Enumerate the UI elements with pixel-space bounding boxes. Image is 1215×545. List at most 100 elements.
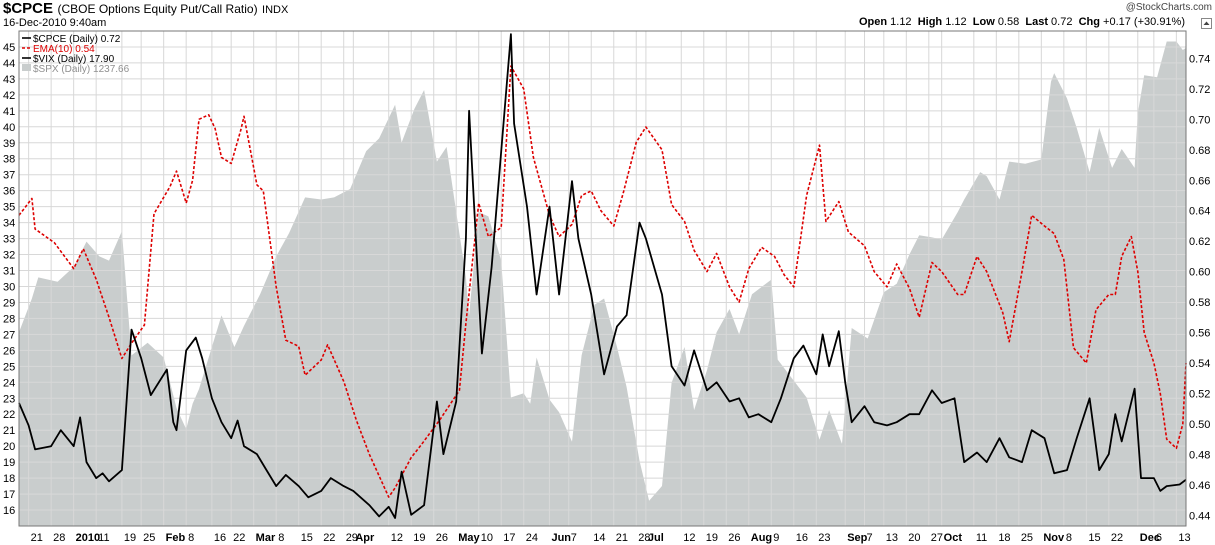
left-axis-tick-label: 29	[3, 297, 15, 309]
x-axis-tick-label: Jul	[648, 532, 664, 544]
left-axis-tick-label: 45	[3, 42, 15, 54]
left-axis-tick-label: 40	[3, 122, 15, 134]
x-axis-tick-label: Mar	[256, 532, 276, 544]
right-axis-tick-label: 0.56	[1189, 328, 1210, 340]
low-label: Low	[972, 16, 995, 28]
left-axis-tick-label: 19	[3, 457, 15, 469]
left-axis-tick-label: 39	[3, 138, 15, 150]
grid-layer	[19, 31, 1186, 526]
right-axis-tick-label: 0.46	[1189, 480, 1210, 492]
x-axis-tick-label: 18	[998, 532, 1010, 544]
x-axis-tick-label: 28	[53, 532, 65, 544]
quote-summary: Open 1.12 High 1.12 Low 0.58 Last 0.72 C…	[859, 16, 1185, 28]
x-axis-tick-label: 25	[1021, 532, 1033, 544]
right-axis-tick-label: 0.64	[1189, 206, 1210, 218]
x-axis-tick-label: 11	[976, 532, 987, 544]
vix-series-layer	[18, 33, 1187, 519]
left-axis-tick-label: 42	[3, 90, 15, 102]
right-axis-tick-label: 0.52	[1189, 388, 1210, 400]
x-axis-tick-label: 22	[1111, 532, 1123, 544]
last-label: Last	[1025, 16, 1048, 28]
left-axis-tick-label: 41	[3, 106, 15, 118]
collapse-icon[interactable]	[1201, 18, 1212, 29]
x-axis-tick-label: Jun	[551, 532, 571, 544]
right-axis-tick-label: 0.58	[1189, 297, 1210, 309]
x-axis-tick-label: Oct	[944, 532, 963, 544]
x-axis-tick-label: 23	[818, 532, 830, 544]
left-axis-tick-label: 36	[3, 186, 15, 198]
x-axis-tick-label: 19	[413, 532, 425, 544]
x-axis-tick-label: 7	[571, 532, 577, 544]
x-axis-tick-label: 15	[1088, 532, 1100, 544]
x-axis-tick-label: 22	[323, 532, 335, 544]
legend-swatch	[22, 64, 31, 71]
x-axis-tick-label: 7	[867, 532, 873, 544]
x-axis-tick-label: 26	[728, 532, 740, 544]
x-axis-tick-label: 28	[638, 532, 650, 544]
right-axis-tick-label: 0.48	[1189, 449, 1210, 461]
legend-entry: $SPX (Daily) 1237.66	[33, 64, 130, 75]
x-axis-tick-label: Feb	[166, 532, 186, 544]
x-axis-tick-label: Dec	[1140, 532, 1160, 544]
x-axis-tick-label: 8	[188, 532, 194, 544]
x-axis-tick-label: 26	[436, 532, 448, 544]
plot-frame	[18, 30, 1187, 527]
legend-entry: $VIX (Daily) 17.90	[33, 54, 115, 65]
x-axis-tick-label: 25	[143, 532, 155, 544]
legend-entry: $CPCE (Daily) 0.72	[33, 34, 121, 45]
left-axis-tick-label: 27	[3, 329, 15, 341]
chg-value: +0.17 (+30.91%)	[1103, 16, 1185, 28]
spx-area	[19, 41, 1186, 526]
x-axis-tick-label: 24	[526, 532, 538, 544]
x-axis-tick-label: 11	[98, 532, 109, 544]
right-axis-tick-label: 0.70	[1189, 114, 1210, 126]
x-axis-tick-label: May	[458, 532, 480, 544]
x-axis-tick-label: 20	[908, 532, 920, 544]
watermark: @StockCharts.com	[1125, 2, 1212, 13]
x-axis-tick-label: 14	[593, 532, 605, 544]
low-value: 0.58	[997, 16, 1020, 28]
x-axis-tick-label: 13	[1178, 532, 1190, 544]
ema-series-layer	[18, 65, 1187, 498]
left-axis-tick-label: 33	[3, 234, 15, 246]
x-axis-tick-label: 19	[706, 532, 718, 544]
x-axis-tick-label: 9	[773, 532, 779, 544]
vix-line	[18, 33, 1187, 519]
right-axis-tick-label: 0.62	[1189, 236, 1210, 248]
left-axis-tick-label: 30	[3, 281, 15, 293]
right-axis-tick-label: 0.74	[1189, 53, 1210, 65]
left-axis-tick-label: 26	[3, 345, 15, 357]
x-axis-tick-label: 17	[503, 532, 515, 544]
x-axis-tick-label: 8	[1066, 532, 1072, 544]
left-axis-tick-label: 21	[3, 425, 15, 437]
timestamp: 16-Dec-2010 9:40am	[3, 17, 107, 29]
high-label: High	[917, 16, 943, 28]
legend-entry: EMA(10) 0.54	[33, 44, 95, 55]
left-axis-tick-label: 28	[3, 313, 15, 325]
x-axis-tick-label: 22	[233, 532, 245, 544]
left-axis-tick-label: 31	[3, 266, 15, 278]
right-axis-tick-label: 0.72	[1189, 84, 1210, 96]
x-axis-tick-label: Sep	[847, 532, 867, 544]
x-axis-tick-label: 21	[31, 532, 43, 544]
left-axis-tick-label: 35	[3, 202, 15, 214]
left-axis-tick-label: 18	[3, 473, 15, 485]
x-axis-tick-label: 13	[886, 532, 898, 544]
left-axis-tick-label: 24	[3, 377, 15, 389]
left-axis-tick-label: 22	[3, 409, 15, 421]
x-axis-tick-label: 12	[391, 532, 403, 544]
left-axis-tick-label: 37	[3, 170, 15, 182]
ema-line	[18, 65, 1187, 498]
right-axis-tick-label: 0.44	[1189, 510, 1210, 522]
high-value: 1.12	[945, 16, 967, 28]
ticker-symbol: $CPCE	[3, 0, 54, 17]
right-axis-tick-label: 0.60	[1189, 267, 1210, 279]
x-axis-tick-label: Nov	[1043, 532, 1065, 544]
x-axis-tick-label: Apr	[355, 532, 375, 544]
exchange-label: INDX	[262, 4, 289, 16]
left-axis-tick-label: 23	[3, 393, 15, 405]
x-axis-tick-label: Aug	[751, 532, 772, 544]
axis-label-layer: 16 17 18 19 20 21 22 23 24 25 26 27 28 29 30 31 32 33 34 35…	[3, 42, 1210, 544]
